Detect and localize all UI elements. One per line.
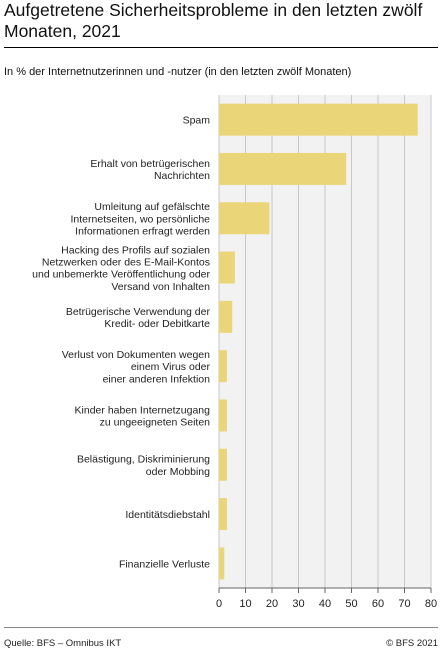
x-tick-label-10: 10 <box>239 598 251 610</box>
bar-10 <box>219 547 225 580</box>
chart-title: Aufgetretene Sicherheitsprobleme in den … <box>4 0 423 41</box>
bar-3 <box>219 202 270 235</box>
x-tick-label-50: 50 <box>345 598 357 610</box>
category-label-7: Kinder haben Internetzugang zu ungeeignet… <box>75 404 211 428</box>
title-rule <box>4 47 438 48</box>
bar-8 <box>219 448 227 481</box>
category-label-10: Finanzielle Verluste <box>119 558 210 570</box>
bar-5 <box>219 300 233 333</box>
category-label-2: Erhalt von betrügerischen Nachrichten <box>90 158 210 182</box>
bar-chart: Spam Erhalt von betrügerischen Nachrichten… <box>32 95 437 610</box>
category-label-5: Betrügerische Verwendung der Kredit- oder… <box>66 306 211 330</box>
x-tick-label-80: 80 <box>425 598 437 610</box>
category-label-3: Umleitung auf gefälschte Internetseiten, … <box>71 201 211 237</box>
x-tick-label-60: 60 <box>372 598 384 610</box>
category-label-4: Hacking des Profils auf sozialen Netzwerk… <box>32 244 210 293</box>
x-tick-label-70: 70 <box>398 598 410 610</box>
chart-subtitle: In % der Internetnutzerinnen und -nutzer… <box>4 66 352 78</box>
footer-rule <box>4 627 438 628</box>
copyright-note: © BFS 2021 <box>386 638 438 649</box>
bar-2 <box>219 152 347 185</box>
x-tick-label-40: 40 <box>319 598 331 610</box>
bar-4 <box>219 251 235 284</box>
bar-6 <box>219 350 227 383</box>
source-note: Quelle: BFS – Omnibus IKT <box>4 638 122 649</box>
category-label-9: Identitätsdiebstahl <box>125 509 210 521</box>
x-tick-label-30: 30 <box>292 598 304 610</box>
category-label-1: Spam <box>183 115 211 127</box>
x-tick-label-20: 20 <box>266 598 278 610</box>
bar-7 <box>219 399 227 432</box>
bar-9 <box>219 498 227 531</box>
bar-1 <box>219 103 418 136</box>
x-tick-label-0: 0 <box>216 598 222 610</box>
category-label-6: Verlust von Dokumenten wegen einem Virus … <box>62 349 211 385</box>
category-label-8: Belästigung, Diskriminierung oder Mobbing <box>77 454 210 478</box>
